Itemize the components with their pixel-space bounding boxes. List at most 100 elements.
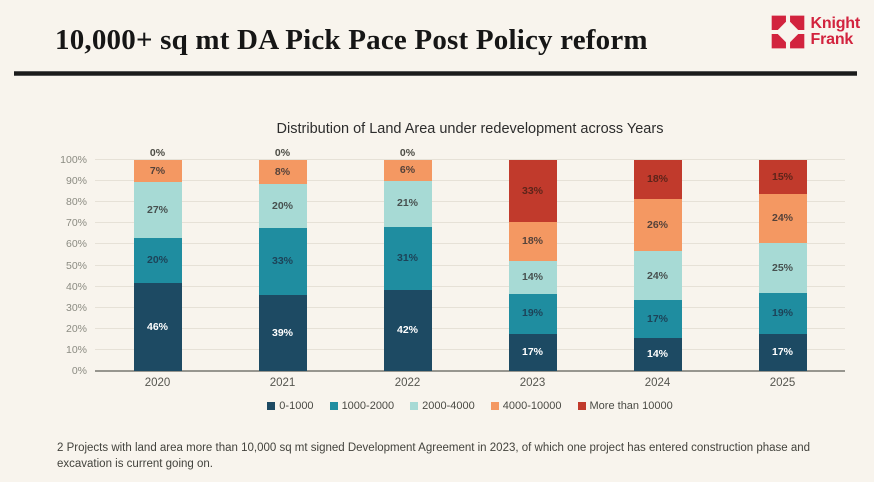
y-tick-label: 10% bbox=[65, 343, 87, 356]
title-divider bbox=[14, 71, 857, 76]
bar-segment-label: 17% bbox=[646, 312, 668, 325]
bar-segment: 7% bbox=[133, 160, 182, 183]
bar-segment-label: 14% bbox=[521, 271, 543, 284]
legend-swatch bbox=[329, 402, 338, 410]
bar-2021: 39% 33% 20% 8% 0% bbox=[258, 148, 307, 371]
bar-segment: 42% bbox=[383, 289, 432, 371]
bar-segment-label: 31% bbox=[396, 251, 418, 264]
bar-segment-label: 14% bbox=[646, 348, 668, 361]
page-title: 10,000+ sq mt DA Pick Pace Post Policy r… bbox=[55, 24, 648, 56]
bar-2025: 17% 19% 25% 24% 15% bbox=[758, 160, 807, 371]
knight-frank-logo: Knight Frank bbox=[771, 15, 860, 49]
bar-segment-label: 15% bbox=[771, 170, 793, 183]
x-axis-label-2022: 2022 bbox=[394, 377, 421, 389]
legend-label: More than 10000 bbox=[589, 400, 673, 412]
bar-segment: 33% bbox=[258, 228, 307, 295]
x-axis-label-2023: 2023 bbox=[519, 377, 546, 389]
bar-segment-label: 19% bbox=[521, 307, 543, 320]
gridline bbox=[95, 180, 845, 182]
y-tick-label: 80% bbox=[65, 196, 87, 209]
bar-segment: 21% bbox=[383, 180, 432, 227]
legend-label: 2000-4000 bbox=[422, 400, 475, 412]
legend-swatch bbox=[410, 402, 419, 410]
bar-segment-label: 39% bbox=[271, 326, 293, 339]
bar-segment: 17% bbox=[758, 333, 807, 371]
bar-segment: 46% bbox=[133, 282, 182, 371]
gridline bbox=[95, 243, 845, 245]
footnote: 2 Projects with land area more than 10,0… bbox=[57, 442, 811, 470]
legend-item: More than 10000 bbox=[577, 400, 673, 412]
bar-segment: 26% bbox=[633, 199, 682, 252]
bar-segment-label: 33% bbox=[271, 255, 293, 268]
bar-segment-label: 24% bbox=[771, 212, 793, 225]
legend: 0-1000 1000-2000 2000-4000 4000-10000 More t… bbox=[95, 400, 845, 412]
x-axis-label-2021: 2021 bbox=[269, 377, 296, 389]
legend-item: 4000-10000 bbox=[490, 400, 562, 412]
bar-segment: 27% bbox=[133, 182, 182, 239]
bar-segment: 6% bbox=[383, 160, 432, 181]
bar-segment-label: 27% bbox=[146, 204, 168, 217]
legend-label: 0-1000 bbox=[279, 400, 314, 412]
knight-frank-word-1: Knight bbox=[810, 15, 861, 32]
bar-2024: 14% 17% 24% 26% 18% bbox=[633, 160, 682, 371]
legend-label: 1000-2000 bbox=[341, 400, 395, 412]
bar-segment-label: 20% bbox=[271, 199, 293, 212]
bar-segment-label: 42% bbox=[396, 324, 418, 336]
bar-segment-label: 6% bbox=[399, 164, 416, 177]
x-axis-label-2024: 2024 bbox=[644, 377, 671, 389]
bar-segment: 25% bbox=[758, 242, 807, 293]
bar-segment-label: 17% bbox=[771, 346, 793, 359]
bar-zero-label: 0% bbox=[274, 147, 291, 159]
gridline bbox=[95, 201, 845, 203]
bar-segment: 19% bbox=[508, 293, 557, 334]
bar-segment: 39% bbox=[258, 294, 307, 371]
bar-segment: 19% bbox=[758, 292, 807, 334]
bar-segment: 17% bbox=[633, 300, 682, 339]
chart-title: Distribution of Land Area under redevelo… bbox=[276, 121, 664, 137]
legend-label: 4000-10000 bbox=[502, 400, 562, 412]
gridline bbox=[95, 327, 845, 329]
gridline bbox=[95, 264, 845, 266]
knight-frank-wordmark: Knight Frank bbox=[810, 15, 861, 48]
bar-segment-label: 33% bbox=[521, 184, 543, 197]
bar-segment-label: 17% bbox=[521, 346, 543, 359]
bar-segment-label: 25% bbox=[771, 261, 793, 274]
legend-swatch bbox=[577, 402, 586, 410]
bar-series: 46% 20% 27% 7% 0% 39% 33% 20% 8% 0% 42% 31% 21% 6% 0% 1… bbox=[95, 148, 845, 371]
gridline bbox=[95, 222, 845, 224]
bar-segment: 8% bbox=[258, 160, 307, 185]
bar-segment-label: 46% bbox=[146, 320, 168, 333]
bar-2023: 17% 19% 14% 18% 33% bbox=[508, 160, 557, 371]
bar-segment-label: 21% bbox=[396, 197, 418, 210]
bar-segment: 18% bbox=[633, 160, 682, 200]
x-axis-label-2025: 2025 bbox=[769, 377, 796, 389]
bar-segment: 15% bbox=[758, 160, 807, 195]
bar-segment: 18% bbox=[508, 222, 557, 262]
bar-segment: 14% bbox=[633, 338, 682, 371]
bar-segment: 20% bbox=[133, 238, 182, 283]
bar-segment: 24% bbox=[633, 251, 682, 301]
legend-item: 1000-2000 bbox=[329, 400, 395, 412]
legend-item: 2000-4000 bbox=[410, 400, 475, 412]
bar-segment: 31% bbox=[383, 226, 432, 290]
y-tick-label: 90% bbox=[65, 175, 87, 188]
bar-segment: 24% bbox=[758, 194, 807, 243]
y-tick-label: 40% bbox=[65, 280, 87, 293]
bar-zero-label: 0% bbox=[149, 147, 166, 159]
bar-segment-label: 18% bbox=[646, 173, 668, 186]
y-tick-label: 60% bbox=[65, 238, 87, 251]
gridline bbox=[95, 348, 845, 350]
bar-segment-label: 18% bbox=[521, 235, 543, 248]
bar-segment-label: 24% bbox=[646, 269, 668, 282]
plot-area: 100% 90% 80% 70% 60% 50% 40% 30% 20% 10% 0% 46% 20%… bbox=[60, 148, 845, 377]
x-axis-label-2020: 2020 bbox=[144, 377, 171, 389]
bar-segment-label: 26% bbox=[646, 219, 668, 232]
bar-segment-label: 19% bbox=[771, 307, 793, 319]
gridline bbox=[95, 306, 845, 308]
legend-item: 0-1000 bbox=[267, 400, 314, 412]
bar-segment: 20% bbox=[258, 184, 307, 229]
y-tick-label: 0% bbox=[71, 365, 87, 377]
bar-2020: 46% 20% 27% 7% 0% bbox=[133, 148, 182, 371]
x-axis-labels: 2020 2021 2022 2023 2024 2025 bbox=[95, 377, 845, 389]
